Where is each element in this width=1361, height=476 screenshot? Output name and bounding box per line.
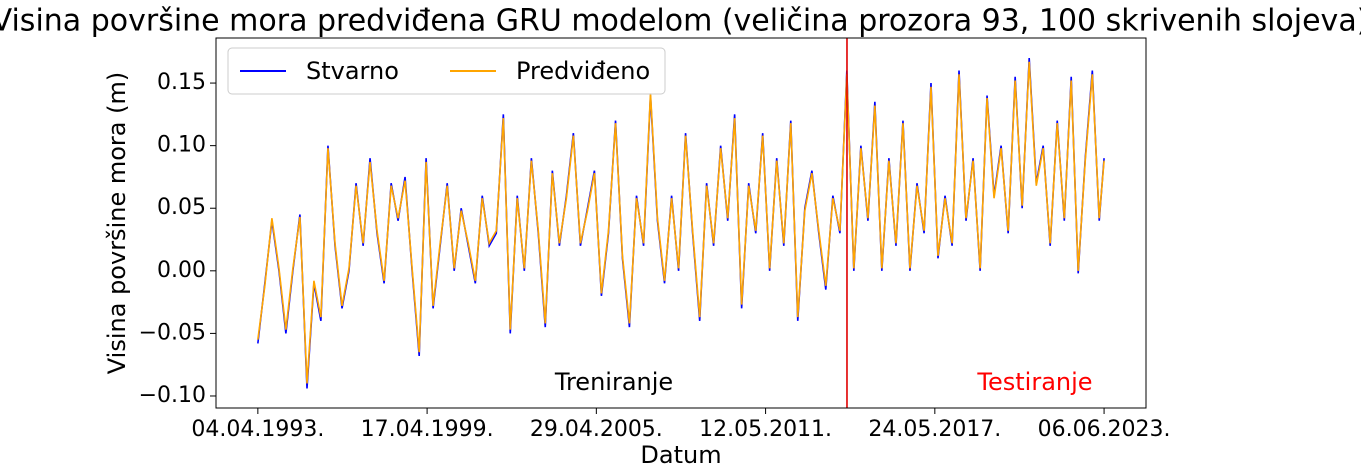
x-tick-label: 24.05.2017. — [868, 417, 1001, 442]
legend-box — [227, 47, 666, 95]
legend-label: Stvarno — [306, 57, 399, 85]
y-tick-label: 0.05 — [157, 195, 206, 220]
x-tick-label: 12.05.2011. — [699, 417, 832, 442]
x-tick-label: 06.06.2023. — [1038, 417, 1171, 442]
legend-label: Predviđeno — [516, 57, 650, 85]
y-tick-label: 0.15 — [157, 70, 206, 95]
x-tick-label: 17.04.1999. — [361, 417, 494, 442]
annotation: Treniranje — [554, 368, 673, 396]
y-tick-label: 0.10 — [157, 133, 206, 158]
x-axis-label: Datum — [640, 441, 721, 469]
y-tick-label: 0.00 — [157, 258, 206, 283]
y-tick-label: −0.10 — [139, 383, 206, 408]
x-tick-label: 29.04.2005. — [530, 417, 663, 442]
y-axis-label: Visina površine mora (m) — [103, 72, 131, 374]
series-line — [257, 61, 1105, 384]
y-tick-label: −0.05 — [139, 320, 206, 345]
chart-title: Visina površine mora predviđena GRU mode… — [0, 4, 1361, 39]
x-tick-label: 04.04.1993. — [191, 417, 324, 442]
annotation: Testiranje — [976, 368, 1092, 396]
plot-frame — [215, 37, 1147, 409]
